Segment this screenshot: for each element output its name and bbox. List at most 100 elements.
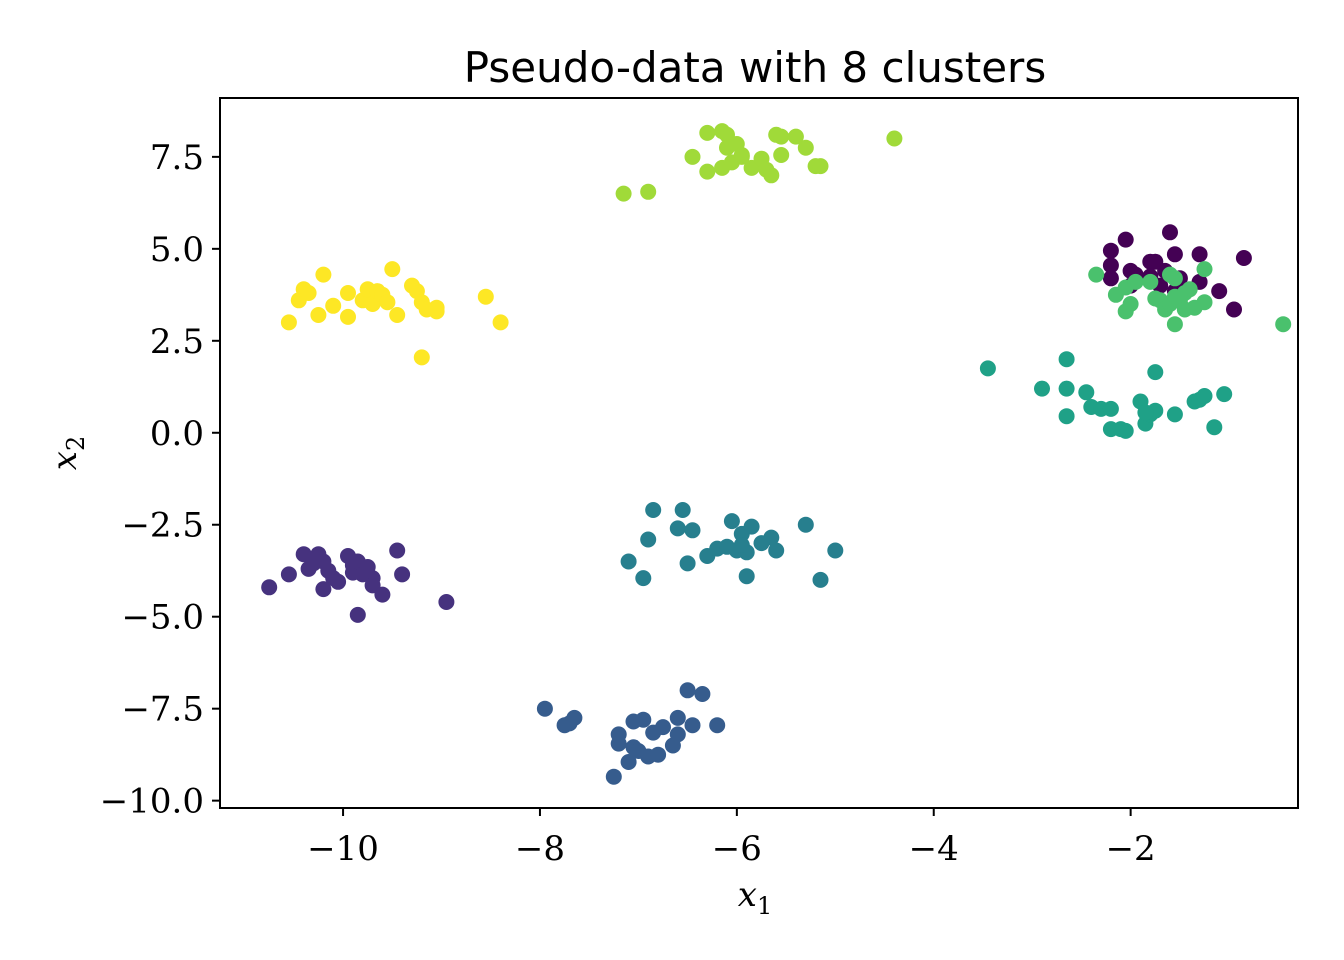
cluster-8-point-17	[389, 307, 406, 323]
cluster-6-point-20	[1275, 316, 1292, 333]
cluster-3-point-15	[650, 746, 667, 763]
cluster-3-point-22	[694, 686, 711, 702]
y-tick-label: 5.0	[150, 230, 204, 270]
cluster-3-point-1	[536, 700, 553, 717]
cluster-7-point-2	[640, 183, 657, 200]
cluster-7-point-24	[812, 158, 829, 175]
x-axis-label: x1	[738, 875, 772, 920]
cluster-8-point-1	[280, 314, 297, 331]
cluster-6-point-18	[1196, 294, 1213, 311]
cluster-5-point-5	[1058, 408, 1075, 425]
cluster-5-point-21	[1196, 388, 1213, 404]
y-tick-label: 2.5	[150, 322, 204, 362]
cluster-4-point-24	[733, 537, 750, 553]
cluster-3-point-16	[655, 719, 671, 736]
cluster-1-point-10	[1166, 246, 1183, 263]
cluster-6-point-22	[1142, 273, 1159, 290]
cluster-7-point-25	[886, 130, 903, 147]
cluster-5-point-16	[1147, 364, 1164, 381]
cluster-4-point-19	[763, 529, 780, 546]
cluster-6-point-13	[1166, 316, 1183, 333]
cluster-7-point-19	[773, 128, 790, 145]
cluster-8-point-24	[413, 349, 430, 366]
cluster-7-point-20	[773, 147, 790, 163]
cluster-6-point-12	[1166, 270, 1183, 287]
cluster-1-point-9	[1162, 224, 1178, 241]
data-points	[261, 123, 1292, 785]
cluster-8-point-6	[315, 266, 332, 283]
cluster-8-point-4	[300, 285, 317, 301]
cluster-6-point-6	[1127, 273, 1144, 290]
cluster-1-point-2	[1102, 257, 1119, 274]
chart-title: Pseudo-data with 8 clusters	[464, 43, 1046, 92]
cluster-3-point-12	[635, 711, 652, 728]
plot-area-frame	[219, 97, 1299, 809]
x-tick-label: −10	[307, 829, 379, 869]
cluster-7-point-13	[733, 147, 750, 163]
cluster-4-point-16	[738, 568, 755, 585]
x-axis-ticks: −10 −8 −6 −4 −2	[307, 808, 1156, 869]
cluster-8-point-25	[477, 288, 494, 305]
cluster-4-point-3	[640, 531, 657, 548]
cluster-4-point-2	[635, 570, 652, 587]
cluster-5-point-22	[1206, 419, 1223, 436]
cluster-3-point-4	[566, 709, 583, 726]
cluster-8-point-8	[340, 285, 356, 301]
x-tick-label: −4	[909, 829, 959, 869]
cluster-2-point-20	[374, 586, 391, 603]
y-tick-label: −5.0	[121, 598, 204, 638]
cluster-4-point-1	[620, 553, 637, 570]
cluster-1-point-3	[1102, 270, 1119, 287]
cluster-4-point-4	[645, 502, 662, 518]
cluster-5-point-18	[1166, 406, 1183, 423]
cluster-1-point-4	[1117, 231, 1134, 248]
cluster-8-point-26	[492, 314, 509, 331]
cluster-4-point-20	[768, 542, 785, 559]
cluster-8-point-7	[325, 297, 342, 314]
cluster-8-point-5	[310, 307, 327, 323]
cluster-2-point-24	[438, 594, 455, 610]
cluster-3-point-20	[679, 682, 696, 699]
cluster-3-point-5	[605, 768, 622, 785]
cluster-7-point-3	[684, 148, 701, 165]
x-tick-label: −8	[515, 829, 565, 869]
cluster-6-point-4	[1122, 296, 1139, 312]
cluster-5-point-12	[1112, 421, 1129, 438]
cluster-6-point-19	[1196, 261, 1213, 278]
cluster-2-point-8	[315, 581, 332, 598]
cluster-5-point-2	[1034, 380, 1050, 397]
cluster-1-point-18	[1235, 250, 1252, 266]
cluster-4-point-7	[679, 555, 696, 572]
cluster-8-point-15	[379, 294, 396, 311]
cluster-2-point-1	[261, 579, 278, 596]
cluster-8-point-9	[340, 308, 356, 325]
cluster-2-point-21	[349, 606, 366, 623]
cluster-5-point-23	[1216, 386, 1233, 403]
y-tick-label: 7.5	[150, 138, 204, 178]
cluster-5-point-4	[1058, 380, 1075, 397]
y-axis-label: x2	[45, 436, 90, 470]
cluster-2-point-23	[394, 566, 411, 583]
cluster-6-point-23	[1176, 285, 1193, 301]
cluster-4-point-13	[723, 513, 740, 530]
cluster-4-point-23	[827, 542, 844, 559]
cluster-7-point-21	[787, 128, 804, 145]
cluster-5-point-1	[979, 360, 996, 377]
x-tick-label: −2	[1106, 829, 1156, 869]
cluster-3-point-7	[610, 735, 627, 752]
cluster-5-point-3	[1058, 351, 1075, 368]
cluster-3-point-18	[669, 726, 686, 743]
cluster-5-point-9	[1102, 400, 1119, 417]
cluster-4-point-6	[669, 520, 686, 537]
cluster-8-point-23	[428, 299, 445, 316]
cluster-1-point-16	[1211, 283, 1228, 300]
cluster-1-point-14	[1191, 246, 1208, 263]
cluster-2-point-22	[389, 542, 406, 559]
cluster-5-point-24	[1137, 404, 1154, 421]
y-tick-label: −10.0	[100, 782, 204, 822]
cluster-7-point-4	[699, 163, 716, 180]
x-tick-label: −6	[712, 829, 762, 869]
cluster-7-point-1	[615, 185, 632, 202]
cluster-4-point-21	[797, 516, 814, 533]
